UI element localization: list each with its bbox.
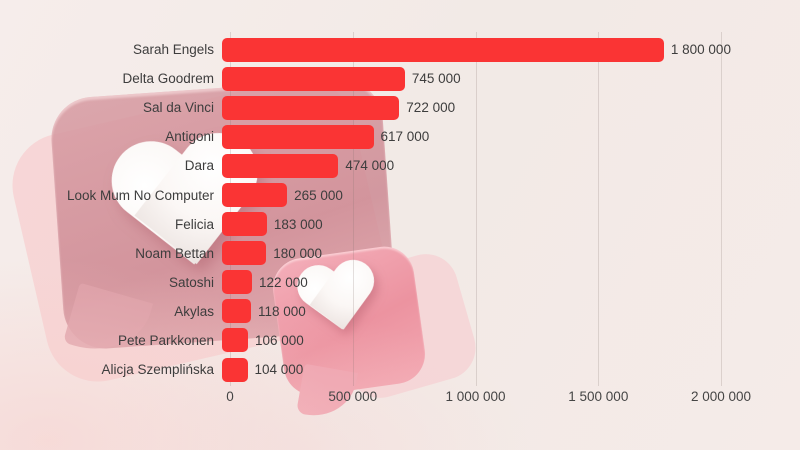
bar-label: Antigoni — [165, 129, 214, 145]
gridline — [475, 32, 477, 386]
bar-value: 265 000 — [294, 187, 343, 203]
bar-row: Akylas 118 000 — [0, 297, 800, 326]
bar-label: Delta Goodrem — [122, 71, 214, 87]
bar — [222, 357, 248, 382]
bar-row: Look Mum No Computer 265 000 — [0, 180, 800, 209]
bar-row: Sarah Engels 1 800 000 — [0, 35, 800, 64]
bar-label: Look Mum No Computer — [66, 187, 214, 203]
gridline — [230, 32, 231, 386]
x-tick-label: 1 500 000 — [568, 389, 629, 404]
bar-row: Antigoni 617 000 — [0, 122, 800, 151]
bar-value: 104 000 — [254, 362, 304, 378]
x-tick-label: 2 000 000 — [690, 389, 752, 404]
bar-label: Sal da Vinci — [142, 100, 214, 116]
bar-label: Akylas — [174, 303, 214, 319]
bar — [222, 299, 251, 324]
bar — [222, 241, 267, 266]
bar-label: Satoshi — [168, 274, 214, 290]
x-tick-label: 0 — [226, 389, 234, 404]
bar-row: Alicja Szemplińska 104 000 — [0, 355, 800, 384]
bar-label: Felicia — [174, 216, 214, 232]
bar — [222, 95, 400, 120]
bar-value: 617 000 — [380, 129, 430, 145]
bar-value: 745 000 — [411, 71, 461, 87]
bar-row: Delta Goodrem 745 000 — [0, 64, 800, 93]
bar — [222, 124, 374, 149]
bar-label: Alicja Szemplińska — [101, 362, 214, 378]
bar-row: Pete Parkkonen 106 000 — [0, 326, 800, 355]
bar-value: 122 000 — [259, 274, 308, 290]
bar — [222, 37, 664, 62]
bar-row: Sal da Vinci 722 000 — [0, 93, 800, 122]
gridline — [598, 32, 600, 386]
bar — [222, 270, 252, 295]
bar-value: 180 000 — [273, 245, 322, 261]
bar-label: Dara — [184, 158, 214, 174]
bar-label: Sarah Engels — [132, 42, 214, 58]
bar — [222, 153, 339, 178]
bar-value: 106 000 — [255, 332, 304, 348]
bar-value: 1 800 000 — [670, 42, 731, 58]
x-axis: 0 500 000 1 000 000 1 500 000 2 000 000 — [0, 389, 800, 407]
x-tick-label: 1 000 000 — [445, 389, 506, 404]
bar-row: Dara 474 000 — [0, 151, 800, 180]
bar — [222, 328, 248, 353]
bar — [222, 183, 288, 208]
bar-value: 118 000 — [258, 303, 306, 319]
bar-row: Satoshi 122 000 — [0, 268, 800, 297]
x-tick-label: 500 000 — [328, 389, 378, 404]
bar-value: 183 000 — [273, 216, 323, 232]
bar-rows: Sarah Engels 1 800 000 Delta Goodrem 745 00… — [0, 35, 800, 384]
bar-row: Felicia 183 000 — [0, 210, 800, 239]
bar-label: Noam Bettan — [135, 245, 214, 261]
bar — [222, 212, 267, 237]
gridline — [721, 32, 722, 386]
bar-value: 474 000 — [345, 158, 395, 174]
bar-row: Noam Bettan 180 000 — [0, 239, 800, 268]
gridline — [352, 32, 354, 386]
bar-label: Pete Parkkonen — [117, 332, 214, 348]
bar-value: 722 000 — [406, 100, 456, 116]
bar — [222, 66, 405, 91]
